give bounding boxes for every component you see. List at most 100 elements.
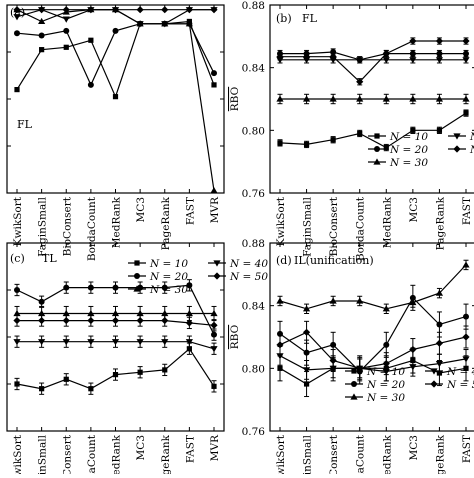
series-5: [13, 314, 218, 332]
y-tick-label: 0.76: [242, 426, 266, 438]
data-point: [13, 339, 21, 346]
data-point: [38, 298, 45, 305]
x-tick-label: KwikSort: [275, 196, 287, 246]
panel-label: (b): [276, 12, 292, 25]
legend-entry: N = 20: [128, 271, 188, 283]
data-point: [463, 110, 469, 116]
legend-entry: N = 30: [368, 157, 428, 169]
data-point: [87, 284, 94, 291]
legend-label: N = 50: [446, 379, 474, 391]
data-point: [329, 53, 337, 61]
x-tick-label: MedRank: [381, 434, 393, 474]
series-5: [276, 320, 470, 380]
legend-entry: N = 50: [448, 144, 474, 156]
data-point: [211, 70, 217, 77]
data-point: [13, 316, 21, 325]
data-point: [185, 309, 193, 317]
legend: N = 10N = 20N = 30 N = 40N = 50: [368, 131, 474, 169]
data-point: [186, 346, 192, 352]
data-point: [435, 289, 444, 296]
data-point: [302, 53, 311, 61]
data-point: [88, 386, 94, 392]
data-point: [38, 32, 45, 39]
y-tick-label: 0.80: [242, 125, 265, 137]
data-point: [436, 127, 443, 133]
data-point: [136, 316, 144, 325]
data-point: [409, 95, 417, 102]
legend-label: N = 30: [149, 284, 188, 296]
data-point: [435, 95, 444, 102]
y-tick-label: 0.88: [242, 238, 265, 250]
data-point: [410, 127, 416, 133]
data-point: [185, 339, 193, 346]
data-point: [409, 50, 416, 57]
data-point: [382, 95, 390, 102]
chart-panel-1: KwikSort FaginSmall BioConsert BordaCount Me…: [6, 4, 225, 261]
data-point: [112, 372, 119, 378]
data-point: [87, 6, 95, 14]
data-point: [63, 27, 70, 34]
y-axis-label: RBO: [229, 324, 241, 349]
legend-entry: N = 10: [128, 258, 188, 270]
legend-marker: [350, 393, 358, 400]
legend: N = 10N = 20N = 30 N = 40N = 50: [128, 258, 268, 296]
data-point: [276, 341, 284, 349]
data-point: [435, 57, 444, 64]
data-point: [211, 82, 217, 88]
legend-marker: [430, 368, 438, 375]
chart-panel-4: 0.76 0.80 0.84 0.88 RBO KwikSort FaginSmall Bio…: [229, 238, 474, 478]
x-tick-label: MC3: [408, 197, 420, 222]
data-point: [277, 140, 283, 146]
x-tick-label: FaginSmall: [302, 196, 314, 256]
data-point: [39, 386, 45, 392]
data-point: [462, 356, 470, 363]
legend-label: N = 20: [149, 271, 188, 283]
data-point: [210, 321, 218, 329]
data-point: [38, 339, 46, 346]
legend-entry: N = 40: [448, 131, 474, 143]
data-point: [210, 309, 218, 317]
data-point: [14, 381, 20, 387]
x-tick-label: FaginSmall: [37, 196, 49, 256]
data-point: [462, 57, 470, 64]
legend-label: N = 20: [366, 379, 405, 391]
data-point: [435, 37, 444, 45]
data-point: [435, 361, 444, 368]
legend-label: N = 50: [469, 144, 474, 156]
data-point: [329, 95, 337, 102]
data-point: [87, 339, 95, 346]
data-point: [462, 261, 470, 268]
data-point: [112, 284, 119, 291]
x-tick-label: FAST: [184, 197, 196, 225]
data-point: [302, 328, 311, 336]
legend-marker: [134, 273, 140, 279]
legend-entry: N = 30: [345, 392, 405, 404]
data-point: [463, 313, 469, 320]
data-point: [330, 341, 337, 348]
data-point: [276, 297, 284, 304]
y-tick-label: 0.84: [242, 63, 266, 75]
series-2: [14, 279, 217, 341]
legend-entry: N = 50: [425, 379, 474, 391]
x-tick-label: MVR: [209, 196, 221, 223]
data-point: [357, 130, 363, 137]
chart-panel-2: 0.76 0.80 0.84 0.88 RBO KwikSort FaginSmall Bio…: [229, 0, 474, 261]
data-point: [185, 20, 193, 27]
data-point: [382, 57, 390, 64]
x-tick-label: BioConsert: [328, 434, 340, 474]
data-point: [111, 6, 120, 14]
data-point: [356, 57, 364, 64]
data-point: [111, 339, 120, 346]
legend-label: N = 50: [229, 271, 268, 283]
data-point: [463, 50, 469, 57]
data-point: [462, 333, 470, 341]
data-point: [382, 305, 390, 312]
data-point: [302, 57, 311, 64]
x-tick-label: BordaCount: [86, 196, 98, 261]
x-tick-label: FAST: [461, 435, 473, 463]
data-point: [356, 78, 364, 86]
x-tick-label: BordaCount: [355, 434, 367, 474]
legend-marker: [213, 260, 221, 267]
